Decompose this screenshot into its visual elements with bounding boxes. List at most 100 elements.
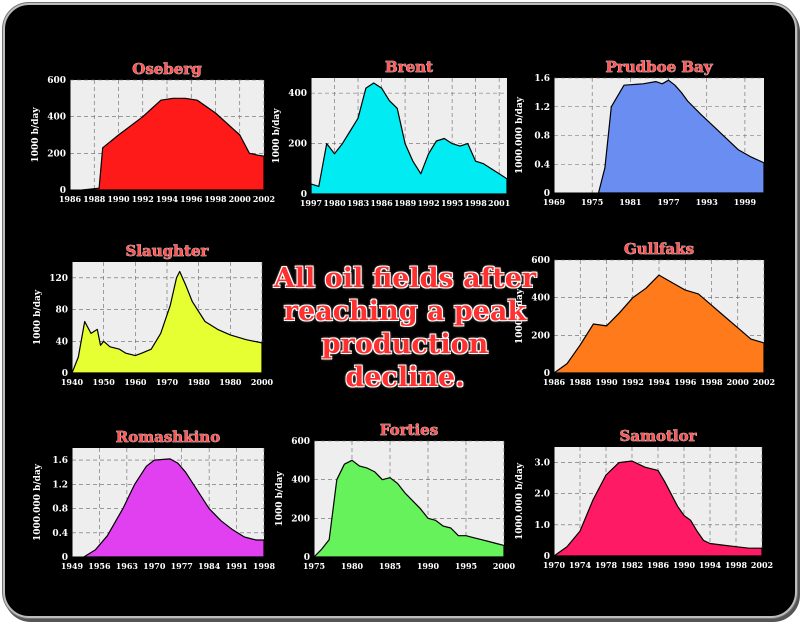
x-tick-label: 1956: [88, 561, 111, 571]
chart-forties: Forties 1975 1980 1985 1990 1995 2000 0 200 400 60…: [275, 421, 516, 571]
y-tick-label: 80: [55, 306, 68, 316]
y-tick-label: 0: [544, 189, 550, 199]
x-tick-label: 1974: [569, 560, 592, 570]
chart-title: Romashkino: [116, 428, 220, 446]
y-tick-label: 1.2: [52, 480, 68, 490]
y-tick-label: 0: [62, 553, 68, 563]
x-tick-label: 1975: [303, 561, 325, 571]
y-tick-label: 40: [55, 337, 68, 347]
y-axis-label: 1000.000 b/day: [515, 96, 525, 174]
x-tick-label: 2001: [488, 198, 510, 208]
y-tick-label: 0.4: [534, 160, 550, 170]
x-tick-label: 1986: [647, 560, 670, 570]
x-tick-label: 2000: [229, 194, 252, 204]
y-tick-label: 0.8: [534, 132, 550, 142]
y-tick-label: 2.0: [534, 490, 550, 500]
production-area: [83, 458, 265, 558]
x-tick-label: 1940: [61, 377, 84, 387]
y-tick-label: 600: [531, 256, 550, 266]
x-tick-label: 1992: [622, 377, 644, 387]
y-tick-label: 200: [288, 140, 307, 150]
x-tick-label: 2002: [751, 560, 773, 570]
x-tick-label: 1995: [441, 198, 463, 208]
production-area: [313, 459, 505, 558]
x-tick-label: 2002: [253, 194, 275, 204]
y-tick-label: 120: [49, 274, 68, 284]
x-tick-label: 1998: [253, 561, 276, 571]
x-tick-label: 1963: [116, 561, 139, 571]
x-tick-label: 1996: [180, 194, 203, 204]
y-tick-label: 0: [60, 186, 66, 196]
y-tick-label: 0: [301, 190, 307, 200]
y-tick-label: 0: [544, 369, 550, 379]
y-axis-label: 1000 b/day: [272, 108, 282, 164]
y-axis-label: 1000 b/day: [33, 289, 43, 345]
x-tick-label: 2000: [727, 377, 750, 387]
x-tick-label: 1988: [569, 377, 592, 387]
production-area: [310, 82, 508, 195]
x-tick-label: 1977: [657, 197, 679, 207]
chart-romashkino: Romashkino 1949 1956 1963 1970 1977 1984 1991 19…: [33, 428, 276, 571]
x-tick-label: 1970: [156, 377, 179, 387]
x-tick-label: 1970: [143, 561, 166, 571]
x-tick-label: 1990: [107, 194, 130, 204]
x-tick-label: 1992: [132, 194, 154, 204]
x-tick-label: 1980: [323, 198, 346, 208]
y-tick-label: 0: [304, 553, 310, 563]
x-tick-label: 1989: [394, 198, 417, 208]
x-tick-label: 1970: [543, 560, 566, 570]
y-tick-label: 1.6: [534, 74, 550, 84]
headline: All oil fields after reaching a peak pro…: [273, 263, 537, 393]
x-tick-label: 1983: [347, 198, 370, 208]
y-tick-label: 200: [47, 149, 66, 159]
x-tick-label: 1982: [621, 560, 643, 570]
x-tick-label: 1949: [61, 561, 84, 571]
x-tick-label: 1994: [699, 560, 722, 570]
y-tick-label: 400: [291, 476, 310, 486]
y-tick-label: 400: [531, 294, 550, 304]
chart-samotlor: Samotlor 1970 1974 1978 1982 1986 1990 1994 1998…: [515, 427, 773, 570]
y-tick-label: 1.0: [534, 521, 550, 531]
x-tick-label: 1985: [379, 561, 401, 571]
x-tick-label: 1992: [417, 198, 439, 208]
x-tick-label: 1986: [370, 198, 393, 208]
x-tick-label: 1969: [543, 197, 566, 207]
x-tick-label: 1994: [156, 194, 179, 204]
x-tick-label: 1990: [595, 377, 618, 387]
production-area: [553, 274, 765, 374]
production-area: [71, 270, 263, 374]
x-tick-label: 1980: [341, 561, 364, 571]
x-tick-label: 2000: [493, 561, 516, 571]
y-tick-label: 1.2: [534, 103, 550, 113]
x-tick-label: 1998: [700, 377, 723, 387]
chart-title: Brent: [385, 58, 433, 76]
x-tick-label: 1986: [543, 377, 566, 387]
chart-title: Prudboe Bay: [606, 58, 714, 76]
x-tick-label: 1980: [188, 377, 211, 387]
production-area: [81, 97, 265, 191]
production-area: [597, 79, 765, 194]
x-tick-label: 1998: [465, 198, 488, 208]
x-tick-label: 1984: [198, 561, 221, 571]
x-tick-label: 1981: [619, 197, 641, 207]
chart-title: Forties: [380, 421, 438, 439]
y-tick-label: 600: [291, 437, 310, 447]
x-tick-label: 1996: [674, 377, 697, 387]
x-tick-label: 1995: [455, 561, 477, 571]
x-tick-label: 2002: [753, 377, 775, 387]
production-area: [553, 460, 763, 557]
y-tick-label: 200: [291, 514, 310, 524]
x-tick-label: 2000: [251, 377, 274, 387]
y-axis-label: 1000 b/day: [31, 107, 41, 163]
y-tick-label: 0: [544, 552, 550, 562]
x-tick-label: 1993: [696, 197, 719, 207]
y-axis-label: 1000 b/day: [275, 471, 285, 527]
chart-title: Slaughter: [126, 242, 210, 260]
y-tick-label: 200: [531, 331, 550, 341]
y-axis-label: 1000.000 b/day: [33, 463, 43, 541]
y-axis-label: 1000 b/day: [515, 288, 525, 344]
x-tick-label: 1998: [204, 194, 227, 204]
y-tick-label: 3.0: [534, 459, 550, 469]
